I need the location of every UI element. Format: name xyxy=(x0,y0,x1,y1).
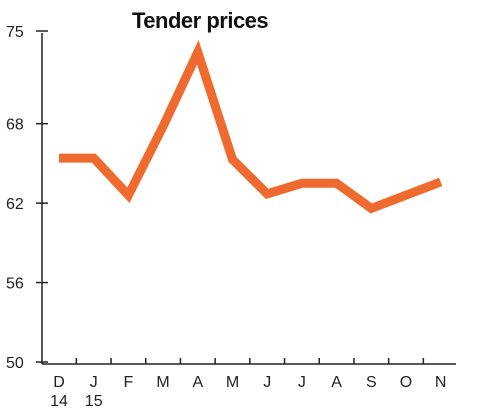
series-line xyxy=(59,39,443,214)
data-point xyxy=(405,194,407,196)
x-tick-label: A xyxy=(192,374,203,391)
y-tick-label: 56 xyxy=(6,276,24,293)
data-point xyxy=(162,125,164,127)
x-axis: D 14 J 15 F M A M J J A S O N xyxy=(42,358,456,410)
data-point xyxy=(440,181,442,183)
data-point xyxy=(93,157,95,159)
x-tick-label: M xyxy=(156,374,169,391)
y-axis: 50 56 62 68 75 xyxy=(6,24,48,372)
x-tick-label: A xyxy=(331,374,342,391)
data-point xyxy=(370,207,372,209)
data-point xyxy=(232,158,234,160)
x-tick-label: M xyxy=(226,374,239,391)
series-layer xyxy=(59,39,443,214)
x-tick-label: F xyxy=(124,374,134,391)
y-tick-label: 62 xyxy=(6,196,24,213)
x-tick-label: D xyxy=(53,374,65,391)
data-point xyxy=(197,51,199,53)
data-point xyxy=(301,182,303,184)
data-point xyxy=(127,194,129,196)
x-tick-sublabel: 15 xyxy=(85,393,103,410)
x-tick-label: J xyxy=(298,374,306,391)
chart-title: Tender prices xyxy=(132,8,268,33)
x-tick-label: S xyxy=(366,374,377,391)
x-tick-label: J xyxy=(263,374,271,391)
data-point xyxy=(266,193,268,195)
x-tick-sublabel: 14 xyxy=(50,393,68,410)
x-tick-label: O xyxy=(400,374,412,391)
y-tick-label: 50 xyxy=(6,355,24,372)
y-tick-label: 68 xyxy=(6,117,24,134)
data-point xyxy=(58,157,60,159)
y-tick-label: 75 xyxy=(6,24,24,41)
x-tick-label: J xyxy=(90,374,98,391)
x-tick-label: N xyxy=(435,374,447,391)
data-point xyxy=(336,182,338,184)
